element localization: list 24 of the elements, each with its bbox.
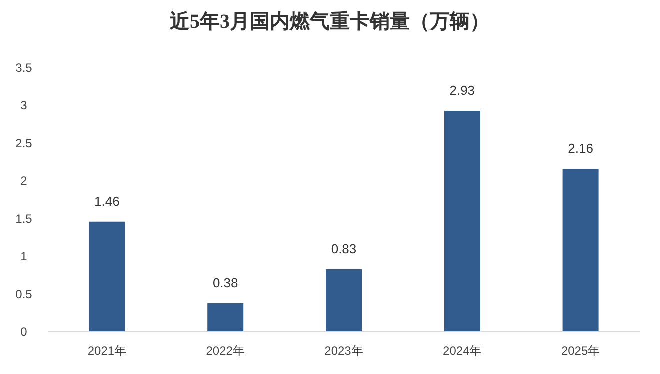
bar <box>326 269 362 332</box>
y-tick-label: 1 <box>20 250 28 264</box>
bar <box>444 110 480 332</box>
y-tick-label: 2.5 <box>16 136 33 150</box>
x-tick-label: 2022年 <box>206 344 245 358</box>
y-tick-label: 3 <box>20 98 28 113</box>
data-label: 2.93 <box>450 82 476 98</box>
y-tick-label: 0 <box>20 325 28 339</box>
x-tick-label: 2021年 <box>88 344 127 358</box>
bar <box>562 169 599 332</box>
chart-title: 近5年3月国内燃气重卡销量（万辆） <box>169 10 490 33</box>
data-label: 2.16 <box>568 141 594 156</box>
y-tick-label: 1.5 <box>16 212 33 226</box>
bar <box>89 222 126 332</box>
x-tick-label: 2025年 <box>561 344 600 358</box>
x-tick-label: 2024年 <box>443 344 482 358</box>
x-tick-label: 2023年 <box>324 344 364 358</box>
data-label: 1.46 <box>94 194 120 209</box>
data-label: 0.38 <box>212 275 238 290</box>
y-tick-label: 2 <box>20 174 28 188</box>
bar <box>208 303 244 332</box>
y-tick-label: 3.5 <box>16 61 33 75</box>
data-label: 0.83 <box>331 241 357 256</box>
y-tick-label: 0.5 <box>16 287 33 302</box>
